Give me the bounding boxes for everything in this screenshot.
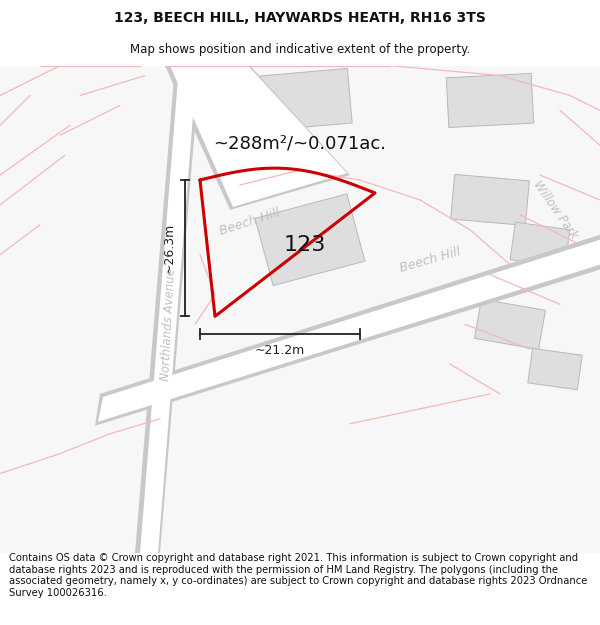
Bar [528, 348, 582, 390]
Polygon shape [140, 66, 197, 553]
Polygon shape [95, 235, 600, 426]
Bar [510, 222, 570, 268]
Bar [475, 299, 545, 349]
Polygon shape [135, 66, 200, 553]
Polygon shape [170, 66, 347, 207]
Text: Beech Hill: Beech Hill [398, 245, 462, 274]
Bar [238, 68, 352, 132]
Text: Contains OS data © Crown copyright and database right 2021. This information is : Contains OS data © Crown copyright and d… [9, 553, 587, 598]
Polygon shape [165, 66, 350, 210]
Text: Beech Hill: Beech Hill [218, 206, 282, 238]
Polygon shape [98, 240, 600, 422]
Bar [451, 174, 529, 226]
Text: ~21.2m: ~21.2m [255, 344, 305, 357]
Text: ~26.3m: ~26.3m [163, 223, 176, 273]
Bar [255, 194, 365, 286]
Text: 123: 123 [284, 235, 326, 255]
Text: 123, BEECH HILL, HAYWARDS HEATH, RH16 3TS: 123, BEECH HILL, HAYWARDS HEATH, RH16 3T… [114, 11, 486, 26]
Text: Northlands Avenue: Northlands Avenue [158, 268, 178, 381]
Bar [446, 73, 534, 127]
Text: ~288m²/~0.071ac.: ~288m²/~0.071ac. [214, 134, 386, 152]
Text: Map shows position and indicative extent of the property.: Map shows position and indicative extent… [130, 42, 470, 56]
Text: Willow Park: Willow Park [530, 178, 580, 241]
